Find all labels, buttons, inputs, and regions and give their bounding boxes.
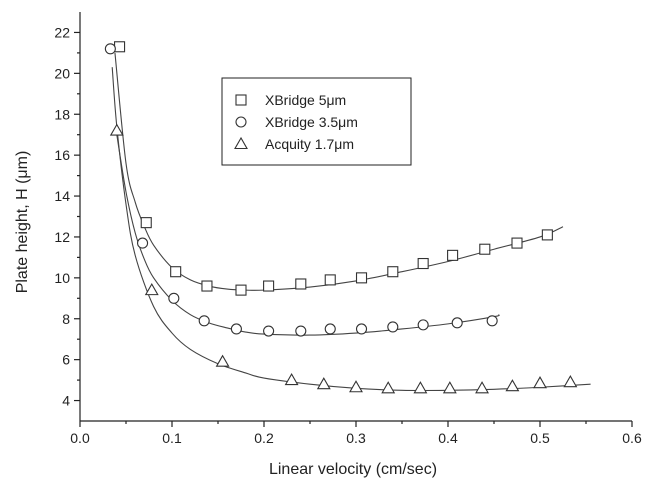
data-markers xyxy=(104,41,578,394)
x-axis-title: Linear velocity (cm/sec) xyxy=(269,461,437,478)
legend-marker-square xyxy=(235,94,247,106)
x-tick-label: 0.0 xyxy=(70,430,90,446)
data-point-circle xyxy=(451,317,463,329)
data-point-square xyxy=(387,266,399,278)
data-point-triangle xyxy=(563,375,578,388)
y-axis-title-text: Plate height, H (μm) xyxy=(14,151,31,294)
data-point-square xyxy=(417,257,429,270)
y-tick-label: 14 xyxy=(54,188,70,204)
data-point-triangle xyxy=(413,381,428,394)
legend: XBridge 5μm XBridge 3.5μm Acquity 1.7μm xyxy=(221,77,412,166)
data-point-triangle xyxy=(144,283,159,296)
data-point-triangle xyxy=(533,376,547,389)
data-point-circle xyxy=(295,325,307,337)
data-point-square xyxy=(355,272,368,284)
data-point-circle xyxy=(387,321,399,333)
data-point-circle xyxy=(230,323,242,335)
data-point-square xyxy=(140,217,152,229)
y-tick-label: 4 xyxy=(62,393,70,409)
data-point-square xyxy=(170,266,182,278)
x-tick-label: 0.6 xyxy=(622,430,642,446)
data-point-circle xyxy=(486,315,498,327)
fit-curve-circle xyxy=(116,134,500,336)
data-point-circle xyxy=(355,323,368,335)
legend-label: XBridge 5μm xyxy=(265,92,346,108)
x-tick-label: 0.3 xyxy=(346,430,366,446)
data-point-triangle xyxy=(381,381,396,394)
x-tick-label: 0.2 xyxy=(254,430,274,446)
data-point-triangle xyxy=(109,123,124,136)
data-point-triangle xyxy=(505,379,520,392)
data-point-square xyxy=(263,280,275,292)
data-point-triangle xyxy=(215,354,230,367)
data-point-triangle xyxy=(316,377,331,390)
legend-marker-triangle xyxy=(234,136,248,150)
legend-box xyxy=(221,77,412,166)
fit-curve-triangle xyxy=(111,67,591,392)
data-point-square xyxy=(114,41,126,53)
data-point-square xyxy=(295,278,307,290)
x-tick-label: 0.5 xyxy=(530,430,550,446)
y-tick-label: 22 xyxy=(54,24,70,40)
data-point-circle xyxy=(417,319,429,331)
data-point-square xyxy=(511,237,523,249)
y-tick-label: 8 xyxy=(62,311,70,327)
data-point-triangle xyxy=(349,380,363,393)
data-point-circle xyxy=(324,323,336,335)
legend-label: XBridge 3.5μm xyxy=(265,114,358,130)
y-tick-label: 6 xyxy=(62,352,70,368)
y-tick-label: 18 xyxy=(54,106,70,122)
data-point-square xyxy=(541,229,553,241)
data-point-circle xyxy=(137,237,149,249)
data-point-circle xyxy=(104,43,116,55)
y-tick-label: 20 xyxy=(54,65,70,81)
data-point-square xyxy=(479,243,491,255)
data-point-circle xyxy=(263,325,275,337)
data-point-square xyxy=(201,280,213,292)
data-point-circle xyxy=(198,315,210,327)
data-point-triangle xyxy=(284,372,299,386)
y-tick-label: 12 xyxy=(54,229,70,245)
data-point-square xyxy=(447,249,459,261)
data-point-triangle xyxy=(475,381,489,394)
data-point-circle xyxy=(168,292,180,304)
data-point-triangle xyxy=(442,381,457,394)
data-point-square xyxy=(324,274,336,286)
legend-label: Acquity 1.7μm xyxy=(265,136,354,152)
data-point-square xyxy=(235,284,247,296)
y-tick-label: 10 xyxy=(54,270,70,286)
x-tick-label: 0.4 xyxy=(438,430,458,446)
y-axis-title: Plate height, H (μm) xyxy=(14,151,31,294)
legend-marker-circle xyxy=(235,116,247,128)
x-tick-label: 0.1 xyxy=(162,430,182,446)
y-tick-label: 16 xyxy=(54,147,70,163)
axes: 0.0 0.1 0.2 0.3 0.4 0.5 0.6 4 6 8 10 12 14 16 18 20 22 xyxy=(54,12,642,446)
